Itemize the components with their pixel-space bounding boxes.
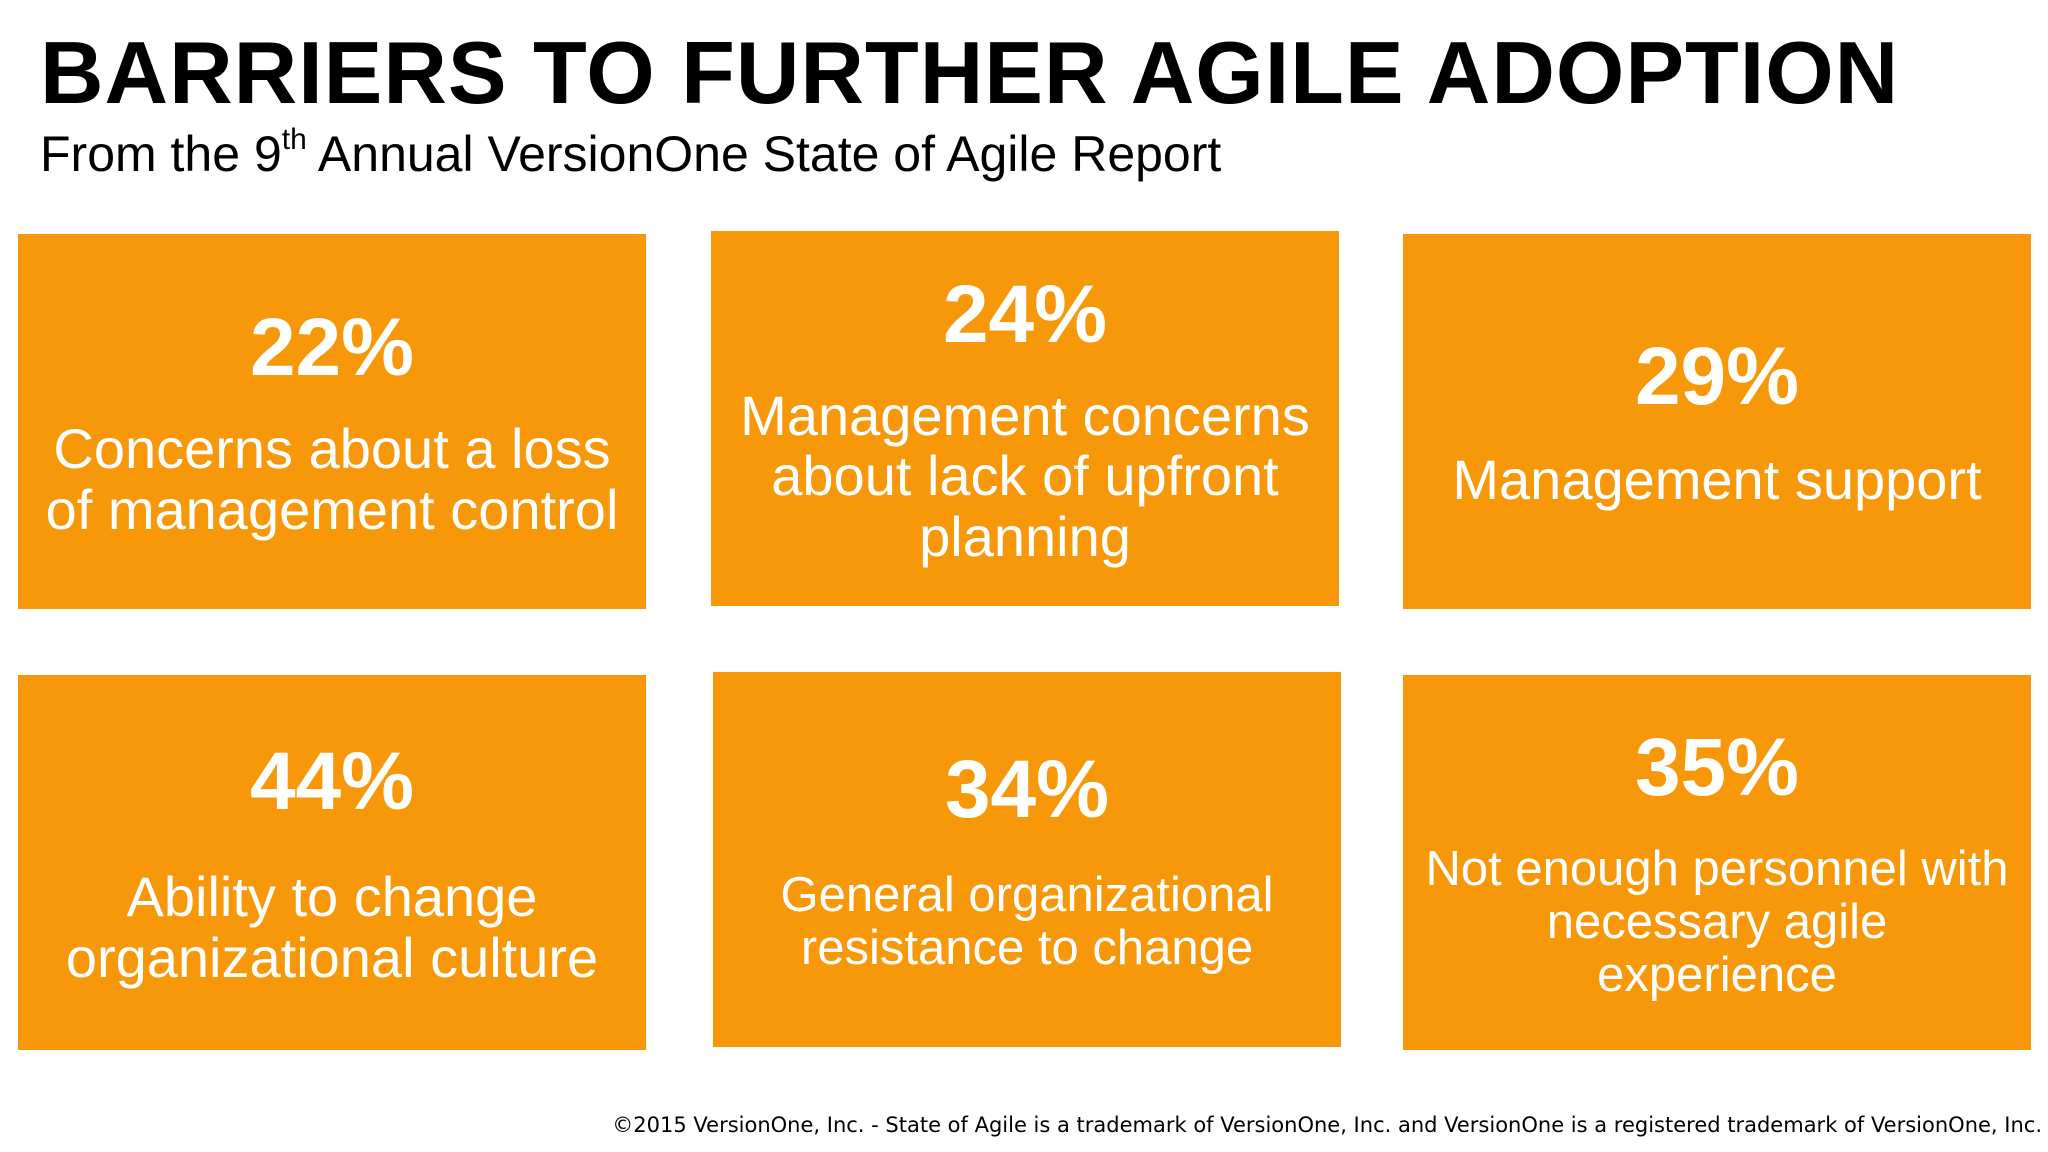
barrier-percent: 44% <box>249 735 415 827</box>
barrier-percent: 29% <box>1634 331 1800 423</box>
barrier-card-agile-experience: 35% Not enough personnel with necessary … <box>1403 675 2031 1050</box>
barrier-description: General organizational resistance to cha… <box>780 867 1274 975</box>
subtitle-superscript: th <box>281 123 307 156</box>
barrier-description: Management support <box>1452 448 1982 512</box>
barrier-percent: 34% <box>944 743 1110 835</box>
barrier-percent: 35% <box>1634 722 1800 814</box>
barrier-card-loss-of-control: 22% Concerns about a loss of management … <box>18 234 646 609</box>
barrier-description: Concerns about a loss of management cont… <box>45 417 619 541</box>
barrier-card-upfront-planning: 24% Management concerns about lack of up… <box>711 231 1339 606</box>
page-subtitle: From the 9th Annual VersionOne State of … <box>40 124 1221 184</box>
barrier-card-resistance-to-change: 34% General organizational resistance to… <box>713 672 1341 1047</box>
barrier-description: Management concerns about lack of upfron… <box>740 383 1310 568</box>
page-title: BARRIERS TO FURTHER AGILE ADOPTION <box>40 23 1900 122</box>
barrier-description: Not enough personnel with necessary agil… <box>1425 842 2009 1003</box>
barrier-card-organizational-culture: 44% Ability to change organizational cul… <box>18 675 646 1050</box>
subtitle-prefix: From the 9 <box>40 126 282 182</box>
barrier-percent: 22% <box>249 301 415 393</box>
subtitle-suffix: Annual VersionOne State of Agile Report <box>306 126 1222 182</box>
barrier-card-management-support: 29% Management support <box>1403 234 2031 609</box>
barrier-percent: 24% <box>942 268 1108 360</box>
barrier-description: Ability to change organizational culture <box>65 865 599 989</box>
copyright-footer: ©2015 VersionOne, Inc. - State of Agile … <box>612 1113 2042 1137</box>
